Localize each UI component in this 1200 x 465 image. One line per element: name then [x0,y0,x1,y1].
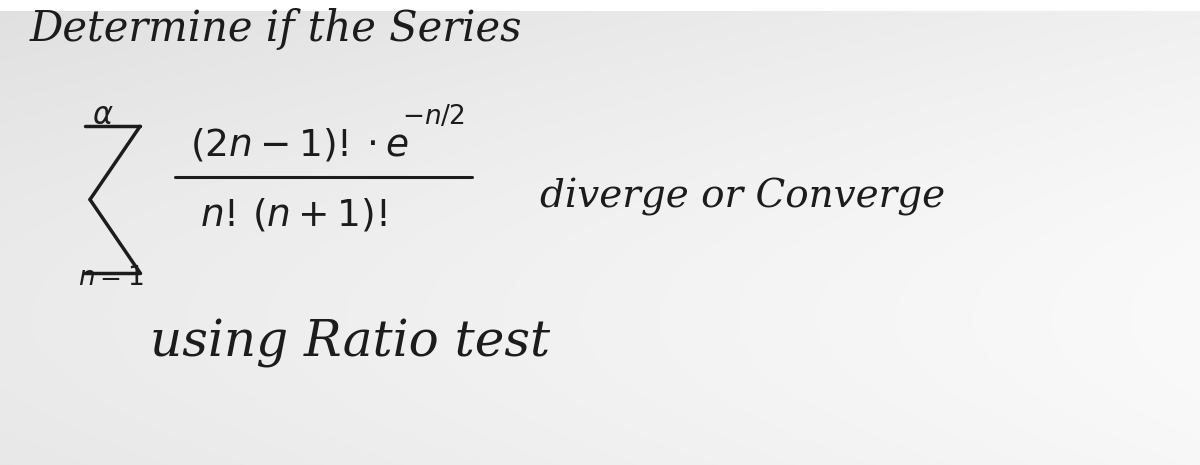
Text: Determine if the Series: Determine if the Series [30,8,522,50]
Text: $\alpha$: $\alpha$ [92,100,114,131]
Text: $n=1$: $n=1$ [78,265,144,290]
Text: $-n/2$: $-n/2$ [402,103,464,129]
Text: using Ratio test: using Ratio test [150,318,550,368]
Text: diverge or Converge: diverge or Converge [540,178,946,216]
Text: $n!\,(n+1)!$: $n!\,(n+1)!$ [200,197,386,234]
Text: $(2n-1)!\cdot e$: $(2n-1)!\cdot e$ [190,126,409,163]
